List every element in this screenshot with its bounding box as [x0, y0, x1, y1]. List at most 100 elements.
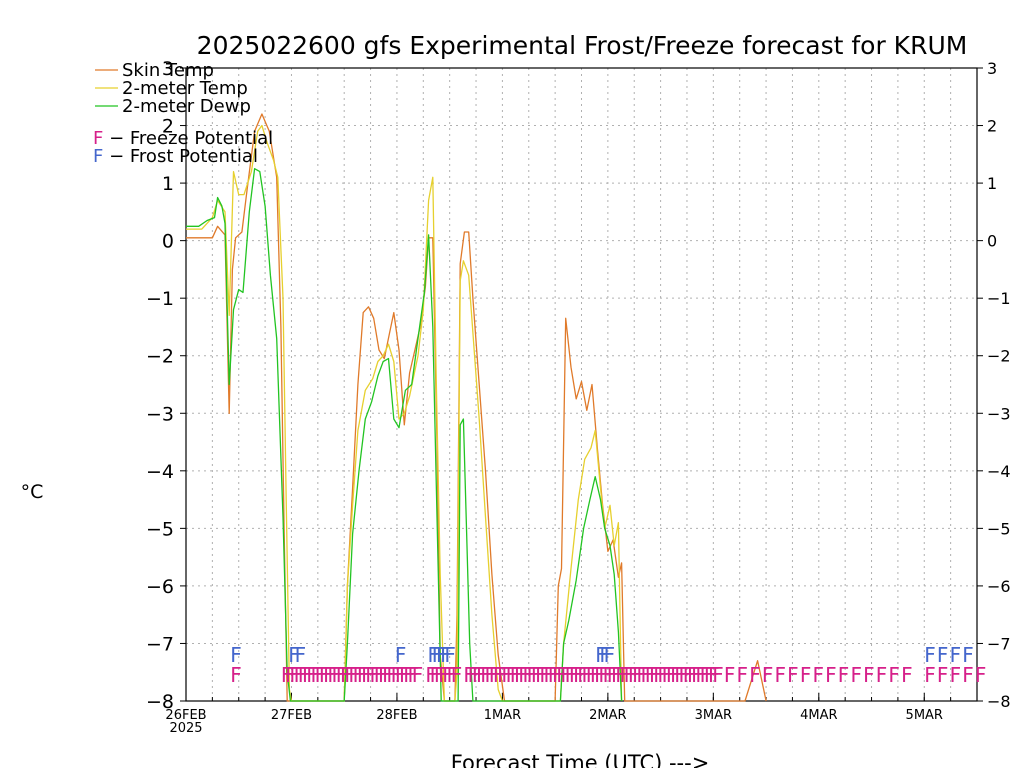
freeze-marker: F: [645, 663, 657, 687]
freeze-marker: F: [522, 663, 534, 687]
freeze-marker: F: [510, 663, 522, 687]
freeze-marker: F: [434, 663, 446, 687]
freeze-marker: F: [535, 663, 547, 687]
freeze-marker: F: [560, 663, 572, 687]
y-tick-label-right: 0: [987, 232, 997, 251]
freeze-marker: F: [924, 663, 936, 687]
frost-marker: F: [595, 643, 607, 667]
frost-marker: F: [295, 643, 307, 667]
y-tick-label-left: −7: [146, 633, 174, 655]
freeze-marker: F: [712, 663, 724, 687]
frost-marker: F: [436, 643, 448, 667]
freeze-marker: F: [493, 663, 505, 687]
freeze-marker: F: [310, 663, 322, 687]
freeze-marker: F: [382, 663, 394, 687]
freeze-marker: F: [691, 663, 703, 687]
freeze-marker: F: [695, 663, 707, 687]
y-tick-label-left: −1: [146, 288, 174, 310]
freeze-marker: F: [619, 663, 631, 687]
freeze-marker: F: [653, 663, 665, 687]
freeze-marker: F: [825, 663, 837, 687]
y-axis-label: °C: [21, 481, 44, 503]
freeze-marker: F: [344, 663, 356, 687]
y-tick-label-right: 2: [987, 117, 997, 136]
legend-marker-label: F − Freeze Potential: [93, 128, 273, 149]
freeze-marker: F: [395, 663, 407, 687]
freeze-marker: F: [412, 663, 424, 687]
freeze-marker: F: [569, 663, 581, 687]
freeze-marker: F: [674, 663, 686, 687]
freeze-marker: F: [391, 663, 403, 687]
freeze-marker: F: [518, 663, 530, 687]
chart-title: 2025022600 gfs Experimental Frost/Freeze…: [197, 31, 968, 60]
frost-marker: F: [428, 643, 440, 667]
freeze-marker: F: [281, 663, 293, 687]
series-line-2-meter-temp: [186, 124, 623, 702]
freeze-marker: F: [573, 663, 585, 687]
freeze-marker: F: [708, 663, 720, 687]
freeze-marker: F: [472, 663, 484, 687]
freeze-marker: F: [577, 663, 589, 687]
freeze-marker: F: [365, 663, 377, 687]
freeze-marker: F: [582, 663, 594, 687]
freeze-marker: F: [476, 663, 488, 687]
freeze-marker: F: [357, 663, 369, 687]
frost-marker: F: [440, 643, 452, 667]
freeze-marker: F: [336, 663, 348, 687]
freeze-marker: F: [704, 663, 716, 687]
freeze-marker: F: [787, 663, 799, 687]
freeze-marker: F: [302, 663, 314, 687]
freeze-marker: F: [598, 663, 610, 687]
freeze-marker: F: [425, 663, 437, 687]
y-tick-label-right: −8: [987, 692, 1011, 711]
freeze-marker: F: [636, 663, 648, 687]
freeze-marker: F: [937, 663, 949, 687]
freeze-marker: F: [641, 663, 653, 687]
x-tick-label: 3MAR: [695, 708, 732, 723]
legend-label: 2-meter Temp: [122, 78, 248, 99]
y-tick-label-right: 3: [987, 59, 997, 78]
frost-marker: F: [937, 643, 949, 667]
series-line-2-meter-dewp: [186, 168, 623, 702]
freeze-marker: F: [480, 663, 492, 687]
y-tick-label-left: 3: [162, 58, 174, 80]
freeze-marker: F: [548, 663, 560, 687]
freeze-marker: F: [285, 663, 297, 687]
freeze-marker: F: [775, 663, 787, 687]
freeze-marker: F: [876, 663, 888, 687]
freeze-marker: F: [319, 663, 331, 687]
frost-marker: F: [962, 643, 974, 667]
freeze-marker: F: [749, 663, 761, 687]
freeze-marker: F: [497, 663, 509, 687]
freeze-marker: F: [506, 663, 518, 687]
freeze-marker: F: [323, 663, 335, 687]
freeze-marker: F: [975, 663, 987, 687]
legend-label: 2-meter Dewp: [122, 96, 251, 117]
y-tick-label-left: −6: [146, 576, 174, 598]
freeze-marker: F: [230, 663, 242, 687]
freeze-marker: F: [624, 663, 636, 687]
legend-label: Skin Temp: [122, 60, 214, 81]
frost-marker: F: [950, 643, 962, 667]
y-tick-label-left: 1: [162, 173, 174, 195]
y-tick-label-left: −8: [146, 691, 174, 713]
freeze-marker: F: [850, 663, 862, 687]
freeze-marker: F: [430, 663, 442, 687]
freeze-marker: F: [724, 663, 736, 687]
freeze-marker: F: [556, 663, 568, 687]
freeze-marker: F: [670, 663, 682, 687]
freeze-marker: F: [468, 663, 480, 687]
y-tick-label-right: −6: [987, 577, 1011, 596]
freeze-marker: F: [800, 663, 812, 687]
freeze-marker: F: [353, 663, 365, 687]
frost-marker: F: [444, 643, 456, 667]
x-tick-label: 5MAR: [906, 708, 943, 723]
freeze-marker: F: [451, 663, 463, 687]
freeze-marker: F: [762, 663, 774, 687]
freeze-marker: F: [501, 663, 513, 687]
y-tick-label-right: −5: [987, 519, 1011, 538]
freeze-marker: F: [603, 663, 615, 687]
freeze-marker: F: [327, 663, 339, 687]
